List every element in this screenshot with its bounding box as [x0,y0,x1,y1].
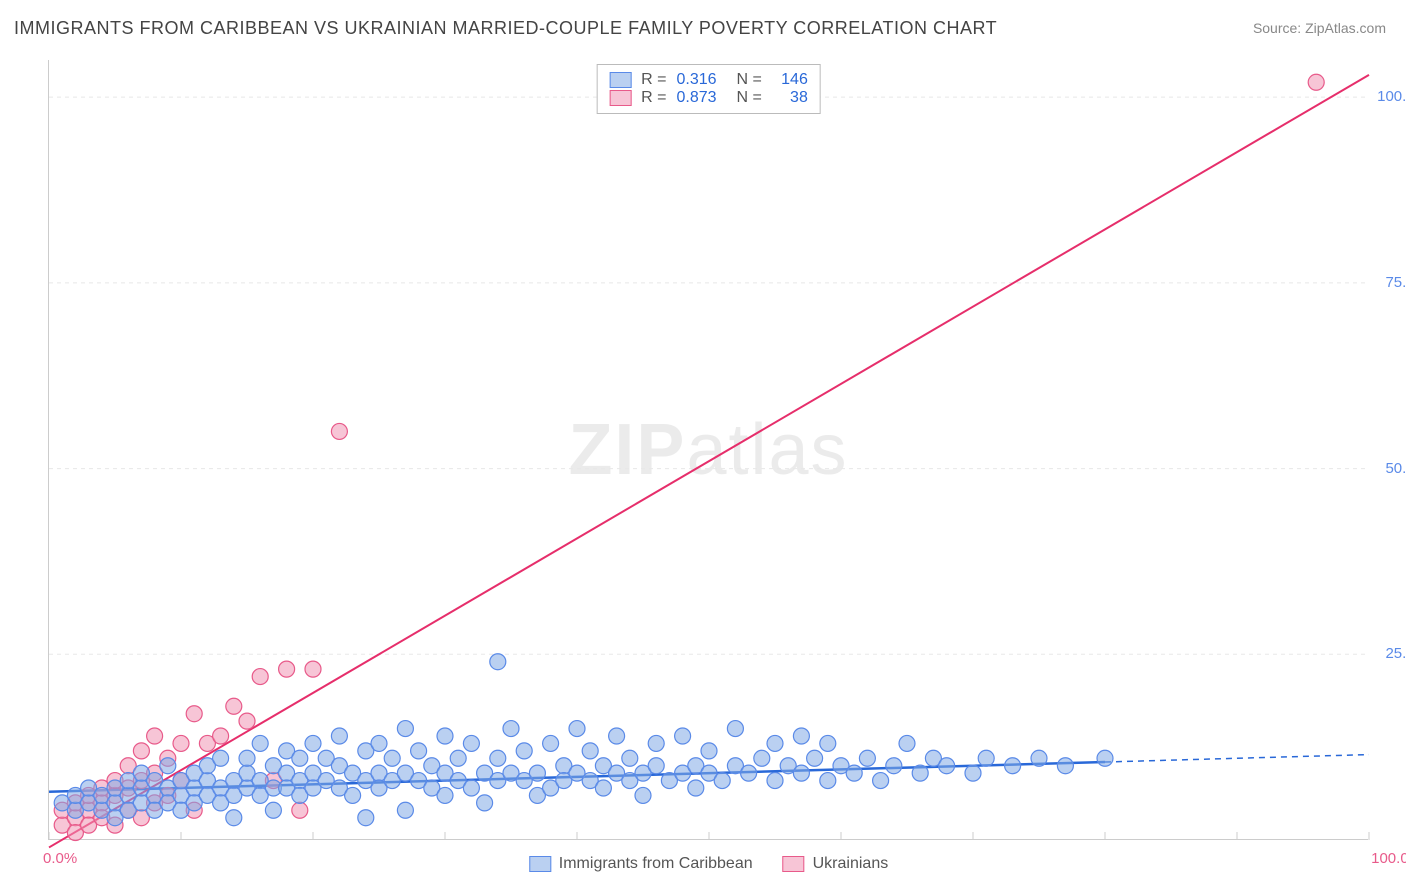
legend-r-pink: 0.873 [677,89,727,107]
legend-swatch-pink [609,90,631,106]
source-link[interactable]: ZipAtlas.com [1305,20,1386,36]
legend-label-pink: Ukrainians [813,855,889,873]
y-tick-label: 75.0% [1385,274,1406,291]
legend-r-label: R = [641,71,666,89]
legend-row-blue: R = 0.316 N = 146 [609,71,808,89]
legend-n-label: N = [737,71,762,89]
x-tick-label: 0.0% [43,850,77,867]
chart-title: IMMIGRANTS FROM CARIBBEAN VS UKRAINIAN M… [14,18,997,39]
legend-item-blue: Immigrants from Caribbean [529,855,753,873]
legend-item-pink: Ukrainians [783,855,889,873]
legend-swatch-pink-b [783,856,805,872]
plot-area: ZIPatlas R = 0.316 N = 146 R = 0.873 N =… [48,60,1368,840]
legend-swatch-blue [609,72,631,88]
legend-r-blue: 0.316 [677,71,727,89]
legend-label-blue: Immigrants from Caribbean [559,855,753,873]
chart-container: IMMIGRANTS FROM CARIBBEAN VS UKRAINIAN M… [0,0,1406,892]
source-prefix: Source: [1253,20,1305,36]
chart-svg [49,60,1369,840]
legend-correlation-box: R = 0.316 N = 146 R = 0.873 N = 38 [596,64,821,114]
x-tick-label: 100.0% [1371,850,1406,867]
legend-n-pink: 38 [772,89,808,107]
source-attribution: Source: ZipAtlas.com [1253,20,1386,36]
y-tick-label: 25.0% [1385,645,1406,662]
legend-r-label: R = [641,89,666,107]
legend-n-label: N = [737,89,762,107]
legend-series: Immigrants from Caribbean Ukrainians [529,855,888,873]
y-tick-label: 50.0% [1385,460,1406,477]
legend-n-blue: 146 [772,71,808,89]
legend-swatch-blue-b [529,856,551,872]
y-tick-label: 100.0% [1377,88,1406,105]
legend-row-pink: R = 0.873 N = 38 [609,89,808,107]
